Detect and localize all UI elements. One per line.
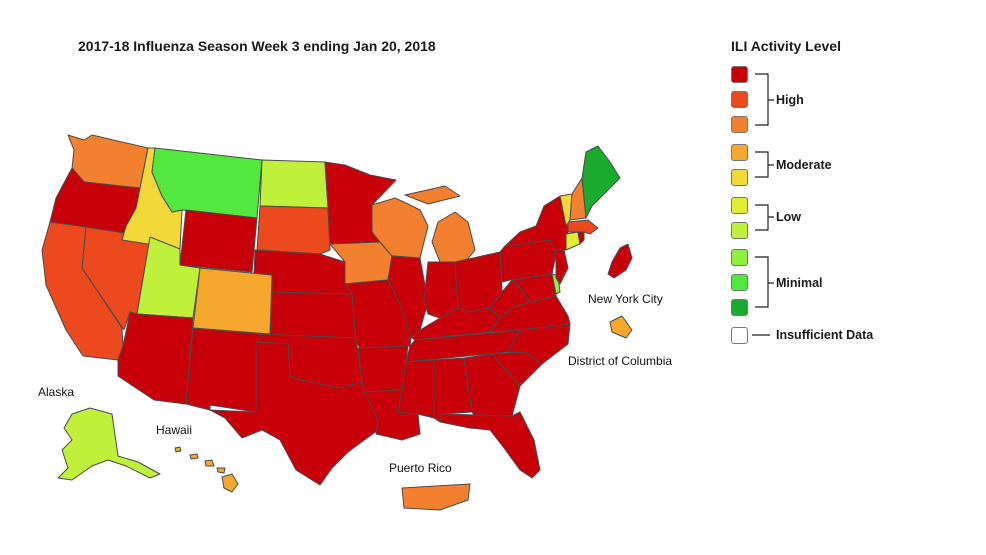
state-SD[interactable] bbox=[256, 205, 331, 255]
legend-label-insufficient: Insufficient Data bbox=[776, 328, 874, 342]
legend-label-high: High bbox=[776, 93, 804, 107]
state-WI[interactable] bbox=[371, 197, 429, 259]
legend-swatch-level2 bbox=[731, 274, 748, 291]
label-alaska: Alaska bbox=[38, 385, 75, 399]
label-hawaii: Hawaii bbox=[156, 423, 193, 437]
bracket-high bbox=[755, 73, 774, 126]
legend-swatch-level3 bbox=[731, 249, 748, 266]
legend-swatch-level9 bbox=[731, 91, 748, 108]
label-nyc: New York City bbox=[588, 292, 663, 306]
legend-title: ILI Activity Level bbox=[731, 38, 841, 54]
label-puerto-rico: Puerto Rico bbox=[389, 461, 452, 475]
legend-swatch-level10 bbox=[731, 66, 748, 83]
bracket-minimal bbox=[755, 256, 774, 308]
legend-swatch-level6 bbox=[731, 169, 748, 186]
state-ME[interactable] bbox=[581, 145, 621, 219]
map-title: 2017-18 Influenza Season Week 3 ending J… bbox=[78, 38, 436, 54]
label-dc: District of Columbia bbox=[568, 354, 673, 368]
state-AK[interactable] bbox=[57, 407, 161, 481]
legend-swatch-level5 bbox=[731, 197, 748, 214]
bracket-moderate bbox=[755, 151, 774, 178]
state-NYC[interactable] bbox=[607, 243, 633, 279]
state-MI[interactable] bbox=[404, 185, 476, 263]
legend-swatch-insufficient bbox=[731, 327, 748, 344]
bracket-low bbox=[755, 204, 774, 231]
legend-swatch-level8 bbox=[731, 116, 748, 133]
legend-label-minimal: Minimal bbox=[776, 276, 823, 290]
legend-label-low: Low bbox=[776, 210, 801, 224]
state-FL[interactable] bbox=[439, 411, 541, 479]
legend-swatch-level4 bbox=[731, 222, 748, 239]
state-DC[interactable] bbox=[609, 315, 633, 339]
legend-swatch-level1 bbox=[731, 299, 748, 316]
legend-label-moderate: Moderate bbox=[776, 158, 832, 172]
state-WY[interactable] bbox=[179, 209, 258, 273]
state-MA[interactable] bbox=[567, 219, 599, 235]
legend-swatch-level7 bbox=[731, 144, 748, 161]
state-TX[interactable] bbox=[209, 341, 379, 486]
state-HI[interactable] bbox=[174, 446, 239, 493]
state-MD[interactable] bbox=[511, 273, 557, 303]
state-AZ[interactable] bbox=[117, 311, 194, 405]
state-PR[interactable] bbox=[401, 483, 471, 511]
